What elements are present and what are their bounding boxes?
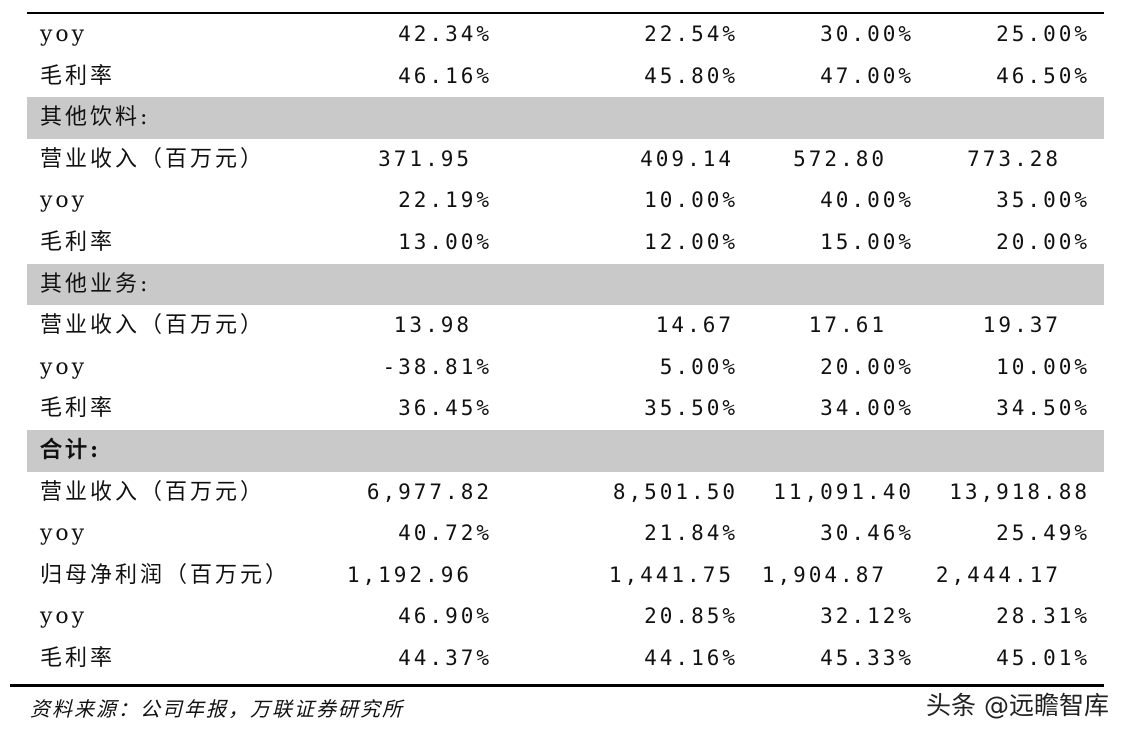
value-cell: 25.49% [996,521,1090,546]
top-rule [27,12,1104,14]
value-cell: 20.00% [996,229,1090,254]
value-cell: 8,501.50 [612,479,738,504]
value-cell: 22.54% [644,22,738,46]
value-cell: 46.90% [398,604,492,629]
bottom-rule [10,684,1104,687]
value-cell: 1,904.87 [761,562,887,587]
source-note: 资料来源：公司年报，万联证券研究所 [30,697,404,721]
table-body: yoy 42.34% 22.54% 30.00% 25.00% 毛利率 46.16% 45.8… [27,14,1104,680]
value-cell: 35.00% [996,188,1090,213]
value-cell: 15.00% [820,229,914,254]
value-cell: 44.37% [398,645,492,670]
section-row: 其他饮料: [27,97,1104,139]
table-row: yoy -38.81% 5.00% 20.00% 10.00% [27,347,1104,389]
section-row: 其他业务: [27,263,1104,306]
value-cell: 46.16% [398,63,492,88]
value-cell: 13.98 [393,313,472,338]
value-cell: 32.12% [820,604,914,629]
value-cell: 34.00% [820,396,914,421]
value-cell: 2,444.17 [935,562,1061,587]
table-row: 毛利率 44.37% 44.16% 45.33% 45.01% [27,638,1104,680]
row-label: 营业收入（百万元） [40,313,266,339]
value-cell: 409.14 [640,146,734,171]
value-cell: 10.00% [996,354,1090,379]
value-cell: -38.81% [382,354,492,379]
value-cell: 30.00% [820,22,914,46]
row-label: 营业收入（百万元） [40,146,266,172]
value-cell: 17.61 [808,313,887,338]
table-row: 营业收入（百万元） 13.98 14.67 17.61 19.37 [27,305,1104,347]
row-label: 毛利率 [40,645,116,671]
value-cell: 12.00% [644,229,738,254]
row-label: yoy [40,354,88,380]
value-cell: 11,091.40 [773,479,914,504]
table-row: yoy 40.72% 21.84% 30.46% 25.49% [27,513,1104,555]
table-row: 毛利率 13.00% 12.00% 15.00% 20.00% [27,222,1104,264]
row-label: 营业收入（百万元） [40,479,266,505]
value-cell: 10.00% [644,188,738,213]
value-cell: 20.00% [820,354,914,379]
value-cell: 13.00% [398,229,492,254]
row-label: yoy [40,521,88,547]
value-cell: 46.50% [996,63,1090,88]
value-cell: 572.80 [793,146,887,171]
section-label: 合计: [40,436,102,463]
value-cell: 14.67 [655,313,734,338]
value-cell: 40.72% [398,521,492,546]
value-cell: 20.85% [644,604,738,629]
watermark-text: 头条 @远瞻智库 [926,691,1109,720]
value-cell: 371.95 [378,146,472,171]
value-cell: 22.19% [398,188,492,213]
value-cell: 42.34% [398,22,492,46]
row-label: yoy [40,22,88,47]
value-cell: 47.00% [820,63,914,88]
table-row: yoy 22.19% 10.00% 40.00% 35.00% [27,180,1104,222]
table-row: yoy 46.90% 20.85% 32.12% 28.31% [27,596,1104,638]
value-cell: 40.00% [820,188,914,213]
value-cell: 6,977.82 [366,479,492,504]
value-cell: 21.84% [644,521,738,546]
value-cell: 28.31% [996,604,1090,629]
value-cell: 34.50% [996,396,1090,421]
value-cell: 25.00% [996,22,1090,46]
table-row: 营业收入（百万元） 371.95 409.14 572.80 773.28 [27,139,1104,181]
value-cell: 30.46% [820,521,914,546]
table-row: 营业收入（百万元） 6,977.82 8,501.50 11,091.40 13,918… [27,472,1104,514]
table-row: yoy 42.34% 22.54% 30.00% 25.00% [27,14,1104,56]
row-label: 归母净利润（百万元） [40,562,291,588]
value-cell: 773.28 [967,146,1061,171]
value-cell: 13,918.88 [949,479,1090,504]
value-cell: 44.16% [644,645,738,670]
row-label: 毛利率 [40,396,116,422]
section-label: 其他饮料: [40,105,151,131]
value-cell: 1,192.96 [346,562,472,587]
value-cell: 1,441.75 [608,562,734,587]
row-label: 毛利率 [40,229,116,255]
value-cell: 45.33% [820,645,914,670]
section-row: 合计: [27,429,1104,472]
value-cell: 45.80% [644,63,738,88]
value-cell: 36.45% [398,396,492,421]
row-label: yoy [40,188,88,214]
table-row: 毛利率 46.16% 45.80% 47.00% 46.50% [27,56,1104,98]
table-row: 归母净利润（百万元） 1,192.96 1,441.75 1,904.87 2,444.… [27,555,1104,597]
row-label: yoy [40,604,88,630]
value-cell: 19.37 [982,313,1061,338]
value-cell: 5.00% [659,354,738,379]
value-cell: 45.01% [996,645,1090,670]
value-cell: 35.50% [644,396,738,421]
table-row: 毛利率 36.45% 35.50% 34.00% 34.50% [27,388,1104,430]
section-label: 其他业务: [40,271,151,297]
row-label: 毛利率 [40,63,116,89]
